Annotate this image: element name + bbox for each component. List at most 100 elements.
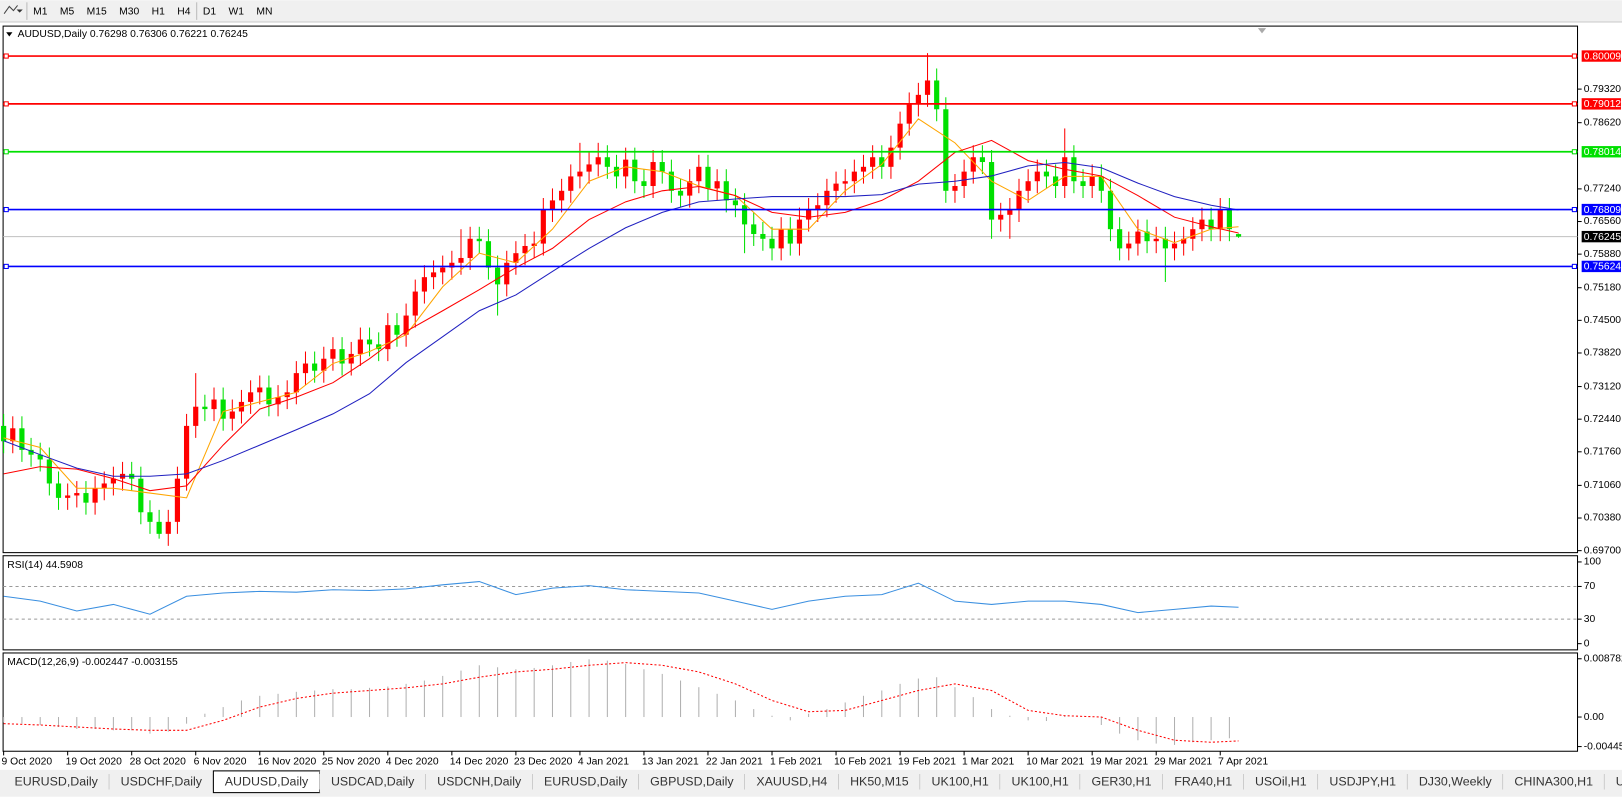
tab-label[interactable]: EURUSD,Daily [544,775,628,789]
tab-background[interactable] [1604,770,1621,793]
tab[interactable]: U [1604,770,1622,793]
tab-background[interactable] [319,770,426,793]
tab-label[interactable]: DJ30,Weekly [1419,775,1493,789]
candle-body [998,214,1004,220]
tab-background[interactable] [109,770,214,793]
y-tick-label: 0.00 [1584,712,1604,723]
tab[interactable]: FRA40,H1 [1162,770,1245,793]
tab[interactable]: XAUUSD,H4 [744,770,840,793]
tab[interactable]: USDCHF,Daily [109,770,214,793]
tab[interactable]: EURUSD,Daily [3,770,110,793]
candle-body [1117,229,1123,249]
tab-label[interactable]: U [1616,775,1622,789]
tab-label[interactable]: GER30,H1 [1092,775,1152,789]
candle-body [174,478,181,522]
tab[interactable]: USDJPY,H1 [1318,770,1408,793]
candle-body [1153,238,1159,242]
tab-label[interactable]: GBPUSD,Daily [650,775,734,789]
tab-background[interactable] [425,770,533,793]
tab-background[interactable] [920,770,1001,793]
timeframe-button[interactable]: MN [256,6,272,17]
tab[interactable]: CHINA300,H1 [1503,770,1605,793]
tab[interactable]: USOil,H1 [1243,770,1319,793]
tab-label[interactable]: USOil,H1 [1255,775,1307,789]
tab-label[interactable]: EURUSD,Daily [14,775,98,789]
candle-body [650,162,656,187]
tab-background[interactable] [638,770,745,793]
candle-body [248,392,254,402]
tab[interactable]: USDCAD,Daily [319,770,427,793]
tab-label[interactable]: XAUUSD,H4 [756,775,827,789]
candle-body [458,257,464,263]
candle-body [687,181,693,196]
tab-background[interactable] [744,770,839,793]
candle-body [430,272,437,278]
candle-body [924,80,931,95]
rsi-line [3,581,1239,615]
candle-body [522,245,528,254]
tab-background[interactable] [3,770,110,793]
tab[interactable]: USDCNH,Daily [425,770,534,793]
tab-background[interactable] [1243,770,1319,793]
candle-body [1208,219,1214,230]
tab[interactable]: HK50,M15 [838,770,921,793]
tab[interactable]: UK100,H1 [1000,770,1081,793]
tab-background[interactable] [1162,770,1244,793]
tool-icon[interactable] [3,5,18,14]
candle-body [677,190,684,196]
tab-label[interactable]: USDCAD,Daily [331,775,415,789]
candle-body [778,229,784,249]
tab-label[interactable]: USDJPY,H1 [1329,775,1396,789]
tab[interactable]: GER30,H1 [1080,770,1164,793]
tab[interactable]: AUDUSD,Daily [212,770,321,794]
candle-body [65,495,71,498]
tab-label[interactable]: UK100,H1 [931,775,988,789]
candle-body [870,157,876,167]
tool-dropdown[interactable] [16,9,23,13]
tab[interactable]: DJ30,Weekly [1407,770,1504,793]
candle-body [769,238,775,249]
candle-body [714,181,720,189]
tab-label[interactable]: USDCHF,Daily [121,775,203,789]
tab-label[interactable]: UK100,H1 [1011,775,1068,789]
candle-body [559,190,565,201]
tab[interactable]: EURUSD,Daily [532,770,640,793]
timeframe-button[interactable]: H4 [177,6,190,17]
y-tick-label: 0.70380 [1584,513,1622,524]
timeframe-button[interactable]: W1 [229,6,245,17]
level-handle [1571,263,1578,270]
tab-label[interactable]: AUDUSD,Daily [225,775,309,789]
tab-label[interactable]: CHINA300,H1 [1514,775,1593,789]
candle-body [348,353,354,364]
tab-background[interactable] [1318,770,1408,793]
level-label-box [1581,50,1621,62]
timeframe-button[interactable]: H1 [152,6,165,17]
timeframe-button[interactable]: M15 [87,6,107,17]
tab-label[interactable]: USDCNH,Daily [437,775,522,789]
tab-background[interactable] [1407,770,1504,793]
candle-body [613,166,620,177]
level-label: 0.75624 [1584,262,1622,273]
candle-body [357,339,363,354]
timeframe-button[interactable]: D1 [203,6,216,17]
tab-background[interactable] [1503,770,1605,793]
candle-body [1226,210,1232,230]
timeframe-button[interactable]: M1 [33,6,48,17]
tab-background[interactable] [838,770,921,793]
tab-background[interactable] [1080,770,1163,793]
level-label: 0.80009 [1584,51,1622,62]
timeframe-button[interactable]: M30 [119,6,139,17]
candle-body [979,157,985,163]
y-tick-label: 0.74500 [1584,315,1622,326]
candle-body [421,277,427,292]
tab[interactable]: UK100,H1 [920,770,1001,793]
tab-background[interactable] [532,770,639,793]
candle-body [1016,190,1022,211]
timeframe-button[interactable]: M5 [60,6,75,17]
tab-label[interactable]: FRA40,H1 [1174,775,1232,789]
tab-background[interactable] [1000,770,1081,793]
tab-label[interactable]: HK50,M15 [850,775,909,789]
tab[interactable]: GBPUSD,Daily [638,770,746,793]
x-tick-label: 19 Mar 2021 [1090,756,1148,767]
